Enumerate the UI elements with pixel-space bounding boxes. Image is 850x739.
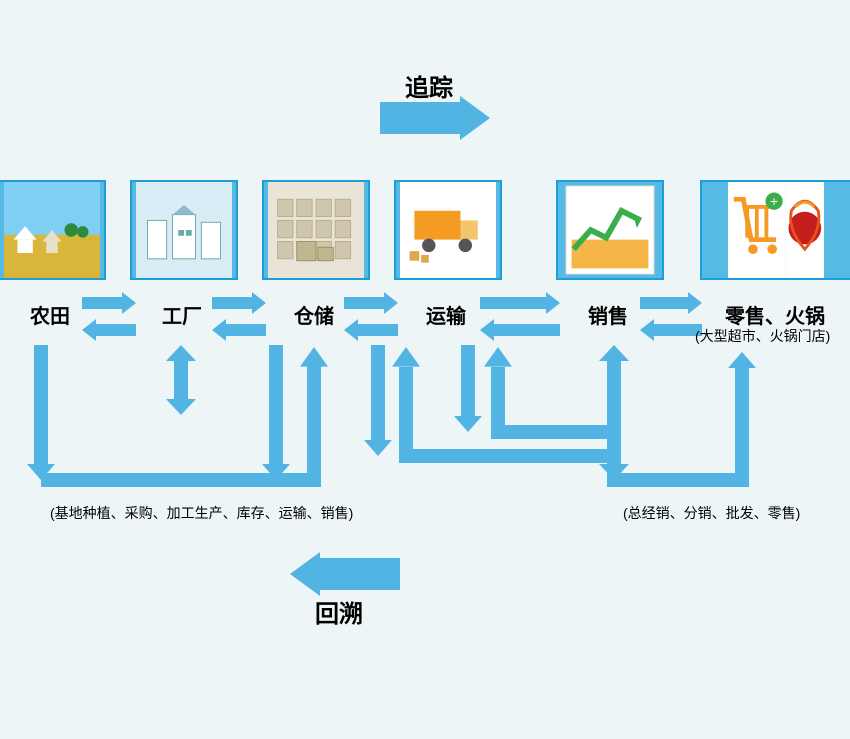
sales-panel	[556, 180, 664, 280]
factory-label: 工厂	[162, 300, 202, 329]
sales-label: 销售	[588, 300, 628, 329]
farm-icon	[0, 182, 104, 278]
chart-icon	[558, 182, 662, 278]
retail-sublabel: (大型超市、火锅门店)	[695, 326, 830, 346]
factory-icon	[132, 182, 236, 278]
truck-icon	[396, 182, 500, 278]
transport-panel	[394, 180, 502, 280]
warehouse-icon	[264, 182, 368, 278]
farm-label: 农田	[30, 300, 70, 329]
left-note: (基地种植、采购、加工生产、库存、运输、销售)	[50, 503, 353, 523]
traceback-label: 回溯	[315, 594, 363, 629]
transport-label: 运输	[426, 300, 466, 329]
retail-label: 零售、火锅	[725, 300, 825, 329]
warehouse-label: 仓储	[294, 300, 334, 329]
right-note: (总经销、分销、批发、零售)	[623, 503, 800, 523]
retail-panel: +	[700, 180, 850, 280]
factory-panel	[130, 180, 238, 280]
farm-panel	[0, 180, 106, 280]
supply-chain-diagram: 追踪回溯 农田 工厂 仓储 运输 销售 + 零售、火锅(大型超市、火锅门店) (基地种植、采购、…	[0, 0, 850, 739]
retail-icon: +	[702, 182, 850, 278]
svg-text:+: +	[770, 194, 778, 209]
trace-label: 追踪	[405, 68, 453, 103]
warehouse-panel	[262, 180, 370, 280]
